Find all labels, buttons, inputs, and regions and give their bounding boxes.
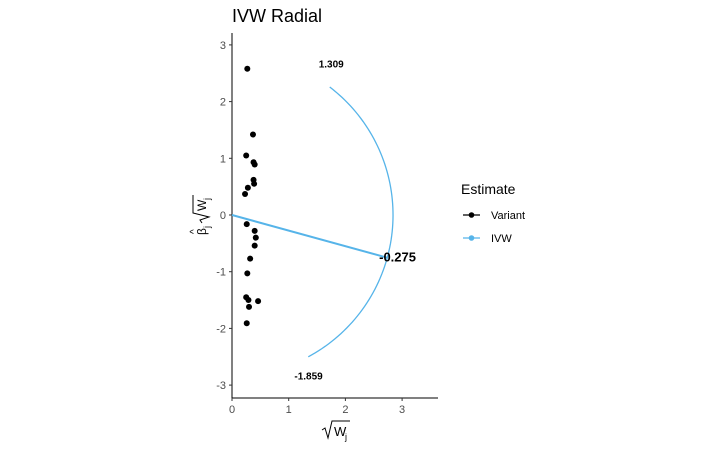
variant-point [246,303,253,310]
x-tick-label: 0 [229,404,235,416]
x-tick-label: 3 [399,404,405,416]
y-tick-label: 3 [220,40,226,52]
legend-label-ivw: IVW [491,233,512,245]
annotations: 1.309 -0.275 -1.859 [294,60,416,383]
sqrt-symbol-x [321,420,350,440]
variant-point [251,161,258,168]
variant-point [251,242,258,249]
variant-point [255,298,262,305]
y-axis-title-beta: β [195,228,209,235]
legend-title: Estimate [461,181,516,197]
y-axis-title-w: W [195,199,209,211]
variant-point [243,320,250,327]
slope-annotation: -0.275 [379,249,416,264]
y-tick-label: -3 [216,380,226,392]
variant-point [247,255,254,262]
slope-annotation: -1.859 [294,371,323,382]
x-axis-title: W j [321,420,350,442]
y-tick-label: 1 [220,153,226,165]
data-marks [231,65,394,358]
legend: Estimate Variant IVW [461,181,525,245]
variant-point [244,270,251,277]
variant-point [244,65,251,72]
x-axis-title-subscript: j [344,432,347,442]
variant-point [243,152,250,159]
y-tick-label: -1 [216,267,226,279]
ivw-arc [307,86,394,358]
x-axis-title-text: W [334,424,347,439]
legend-key-point-variant [468,212,475,218]
variant-point [245,297,252,304]
variant-point [244,184,251,191]
x-tick-label: 2 [342,404,348,416]
y-axis-title-w-subscript: j [202,198,212,201]
y-axis-title-hat: ^ [189,229,200,234]
y-tick-label: 2 [220,97,226,109]
axes: -3 -2 -1 0 1 2 3 0 1 2 3 [216,33,438,416]
chart-title: IVW Radial [232,6,322,26]
variant-point [251,180,258,187]
slope-annotation: 1.309 [319,60,344,71]
y-tick-label: -2 [216,323,226,335]
ivw-line [231,214,388,259]
sqrt-symbol-y [192,195,211,224]
y-tick-label: 0 [220,210,226,222]
y-axis-title-subscript: j [202,226,212,229]
legend-label-variant: Variant [491,210,525,222]
variant-point [251,227,258,234]
variant-point [249,131,256,138]
legend-key-point-ivw [468,235,475,241]
variant-point [243,221,250,228]
y-axis-title: β ^ j W j [189,195,212,235]
x-tick-label: 1 [286,404,292,416]
variant-point [252,234,259,241]
variant-point [242,191,249,198]
